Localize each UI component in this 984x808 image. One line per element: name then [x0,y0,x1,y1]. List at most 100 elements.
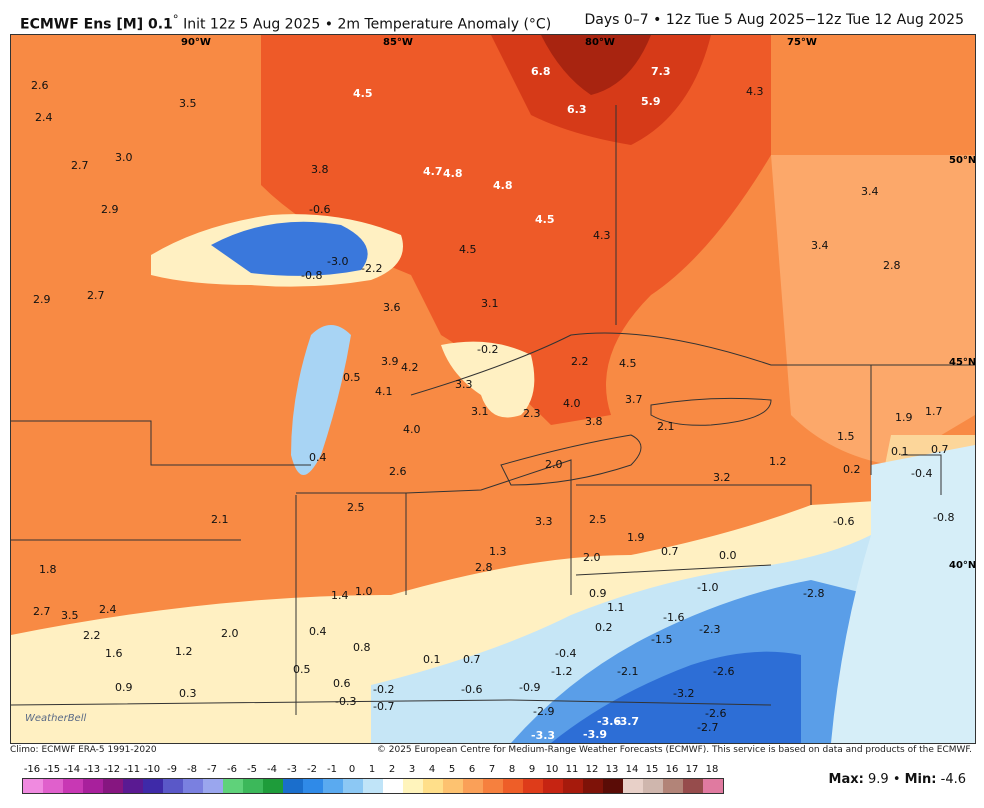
anomaly-value-label: 4.1 [375,385,393,398]
lon-label-75w: 75°W [787,37,817,48]
valid-period: Days 0–7 • 12z Tue 5 Aug 2025−12z Tue 12… [584,12,965,28]
anomaly-value-label: -0.8 [933,511,954,524]
anomaly-value-label: 2.6 [31,79,49,92]
legend-tick-label: 8 [508,764,516,775]
lon-label-90w: 90°W [181,37,211,48]
legend-swatch [163,779,183,793]
anomaly-value-label: 4.5 [353,87,373,100]
anomaly-value-label: 0.7 [463,653,481,666]
anomaly-value-label: 1.7 [925,405,943,418]
title-separator: • [324,16,334,33]
anomaly-value-label: 3.5 [61,609,79,622]
legend-tick-label: 9 [528,764,536,775]
anomaly-value-label: 3.0 [115,151,133,164]
climo-note: Climo: ECMWF ERA-5 1991-2020 [10,745,157,755]
legend-tick-label: 16 [665,764,679,775]
anomaly-value-label: -2.8 [803,587,824,600]
anomaly-value-label: 4.7 [423,165,443,178]
anomaly-value-label: 4.0 [403,423,421,436]
anomaly-value-label: -0.6 [833,515,854,528]
field-name: 2m Temperature Anomaly (°C) [337,16,552,33]
anomaly-value-label: 3.5 [179,97,197,110]
legend-tick-label: -5 [247,764,257,775]
legend-tick-label: 7 [488,764,496,775]
anomaly-value-label: 3.1 [481,297,499,310]
political-borders [10,105,975,715]
anomaly-value-label: 1.4 [331,589,349,602]
legend-tick-label: 14 [625,764,639,775]
anomaly-value-label: 6.3 [567,103,587,116]
legend-tick-label: 10 [545,764,559,775]
legend-tick-label: -1 [327,764,337,775]
lat-label-40n: 40°N [949,560,975,571]
min-label: Min: [904,772,937,787]
graticule-labels: 90°W 85°W 80°W 75°W 50°N 45°N 40°N [181,37,976,571]
legend-swatch [43,779,63,793]
anomaly-value-label: -3.0 [327,255,348,268]
legend-tick-label: -11 [123,764,141,775]
anomaly-value-labels: 6.8 7.36.35.94.54.7 4.84.84.54.54.34.33.53… [31,65,954,742]
legend-swatch [503,779,523,793]
lat-label-45n: 45°N [949,357,975,368]
max-label: Max: [828,772,864,787]
anomaly-value-label: -3.2 [673,687,694,700]
anomaly-value-label: 1.6 [105,647,123,660]
anomaly-value-label: 7.3 [651,65,671,78]
anomaly-value-label: 2.0 [545,458,563,471]
stats-separator: • [892,772,901,787]
legend-swatch [623,779,643,793]
anomaly-value-label: 0.4 [309,625,327,638]
map-canvas: 90°W 85°W 80°W 75°W 50°N 45°N 40°N 6.8 7.… [10,35,976,743]
anomaly-value-label: 1.2 [175,645,193,658]
anomaly-value-label: -0.2 [477,343,498,356]
legend-tick-label: 3 [408,764,416,775]
anomaly-value-label: -2.7 [697,721,718,734]
anomaly-value-label: 2.6 [389,465,407,478]
anomaly-value-label: 2.7 [87,289,105,302]
legend-tick-label: 18 [705,764,719,775]
legend-swatch [603,779,623,793]
legend-swatch [483,779,503,793]
legend-tick-label: -10 [143,764,161,775]
anomaly-value-label: 1.3 [489,545,507,558]
legend-tick-labels: -16 -15 -14 -13 -12 -11 -10 -9 -8 -7 -6 -5 -4 -3 -2 -1 0… [22,764,724,778]
anomaly-value-label: -1.6 [663,611,684,624]
anomaly-value-label: 0.3 [179,687,197,700]
init-time: Init 12z 5 Aug 2025 [183,16,321,33]
anomaly-value-label: 0.6 [333,677,351,690]
anomaly-value-label: 3.6 [383,301,401,314]
anomaly-value-label: 6.8 [531,65,551,78]
legend-swatch [63,779,83,793]
legend-tick-label: -9 [167,764,177,775]
anomaly-value-label: 0.2 [843,463,861,476]
anomaly-value-label: -3.6 [597,715,621,728]
anomaly-value-label: 1.2 [769,455,787,468]
anomaly-value-label: -2.6 [713,665,734,678]
legend-tick-label: 15 [645,764,659,775]
anomaly-value-label: -0.6 [309,203,330,216]
lon-label-85w: 85°W [383,37,413,48]
legend-swatch [343,779,363,793]
lake-michigan [291,325,351,475]
anomaly-value-label: 1.1 [607,601,625,614]
anomaly-value-label: -2.3 [699,623,720,636]
anomaly-value-label: 1.0 [355,585,373,598]
legend-swatch [463,779,483,793]
color-legend: -16 -15 -14 -13 -12 -11 -10 -9 -8 -7 -6 -5 -4 -3 -2 -1 0… [22,764,724,794]
legend-swatch [523,779,543,793]
anomaly-value-label: 3.2 [713,471,731,484]
anomaly-value-label: 3.4 [811,239,829,252]
anomaly-value-label: -3.3 [531,729,555,742]
anomaly-value-label: 3.8 [311,163,329,176]
legend-swatch [83,779,103,793]
anomaly-value-label: -3.7 [615,715,639,728]
anomaly-value-label: 4.5 [619,357,637,370]
anomaly-value-label: 3.7 [625,393,643,406]
legend-tick-label: -6 [227,764,237,775]
anomaly-value-label: -2.2 [361,262,382,275]
legend-swatch [543,779,563,793]
anomaly-value-label: 2.9 [33,293,51,306]
anomaly-value-label: 1.8 [39,563,57,576]
copyright-note: © 2025 European Centre for Medium-Range … [376,745,972,755]
legend-swatch [143,779,163,793]
